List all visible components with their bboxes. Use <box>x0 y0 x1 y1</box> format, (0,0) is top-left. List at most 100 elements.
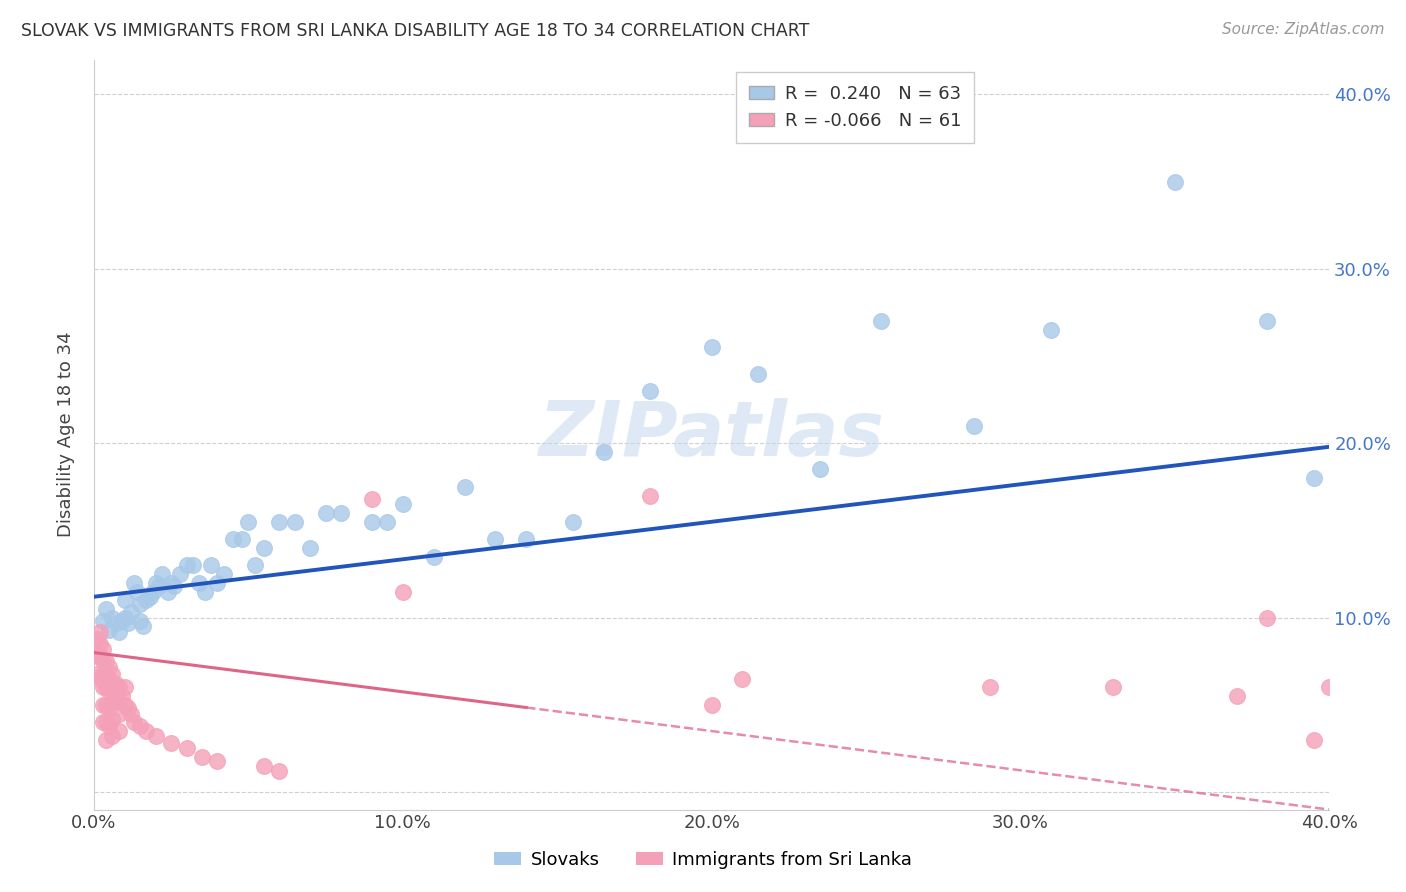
Point <box>808 462 831 476</box>
Point <box>700 340 723 354</box>
Point <box>91 666 114 681</box>
Point <box>150 567 173 582</box>
Point <box>1226 689 1249 703</box>
Text: ZIPatlas: ZIPatlas <box>538 398 884 472</box>
Point <box>135 593 157 607</box>
Point <box>122 575 145 590</box>
Point <box>107 624 129 639</box>
Point <box>253 541 276 555</box>
Y-axis label: Disability Age 18 to 34: Disability Age 18 to 34 <box>58 332 75 537</box>
Point <box>86 632 108 646</box>
Point <box>484 532 506 546</box>
Point <box>91 681 114 695</box>
Point <box>101 712 124 726</box>
Point <box>391 584 413 599</box>
Point <box>91 654 114 668</box>
Point <box>284 515 307 529</box>
Point <box>747 367 769 381</box>
Point <box>176 741 198 756</box>
Point <box>207 575 229 590</box>
Point <box>129 614 152 628</box>
Point <box>107 681 129 695</box>
Point <box>91 698 114 712</box>
Point <box>98 672 121 686</box>
Point <box>253 759 276 773</box>
Point <box>101 681 124 695</box>
Point <box>138 590 160 604</box>
Point <box>515 532 537 546</box>
Point <box>145 729 167 743</box>
Point <box>101 610 124 624</box>
Point <box>142 584 165 599</box>
Point <box>592 445 614 459</box>
Point <box>107 706 129 721</box>
Point <box>135 724 157 739</box>
Point <box>330 506 353 520</box>
Point <box>120 706 142 721</box>
Point <box>111 614 134 628</box>
Point <box>86 666 108 681</box>
Point <box>96 654 118 668</box>
Point <box>269 515 291 529</box>
Point <box>114 698 136 712</box>
Point <box>299 541 322 555</box>
Point <box>107 694 129 708</box>
Point <box>114 681 136 695</box>
Point <box>191 750 214 764</box>
Point <box>91 715 114 730</box>
Point <box>160 736 183 750</box>
Point <box>176 558 198 573</box>
Point <box>117 615 139 630</box>
Point <box>98 719 121 733</box>
Point <box>98 623 121 637</box>
Point <box>638 384 661 398</box>
Point <box>107 724 129 739</box>
Point <box>360 515 382 529</box>
Point <box>91 642 114 657</box>
Point <box>101 694 124 708</box>
Point <box>1164 175 1187 189</box>
Point <box>238 515 260 529</box>
Point <box>89 637 111 651</box>
Point <box>127 584 149 599</box>
Point <box>375 515 398 529</box>
Point <box>360 492 382 507</box>
Point <box>101 666 124 681</box>
Point <box>1102 681 1125 695</box>
Point <box>315 506 337 520</box>
Point <box>89 648 111 663</box>
Point <box>561 515 583 529</box>
Point <box>89 672 111 686</box>
Point <box>129 597 152 611</box>
Point <box>132 619 155 633</box>
Legend: R =  0.240   N = 63, R = -0.066   N = 61: R = 0.240 N = 63, R = -0.066 N = 61 <box>737 72 974 143</box>
Point <box>222 532 245 546</box>
Text: SLOVAK VS IMMIGRANTS FROM SRI LANKA DISABILITY AGE 18 TO 34 CORRELATION CHART: SLOVAK VS IMMIGRANTS FROM SRI LANKA DISA… <box>21 22 810 40</box>
Point <box>98 701 121 715</box>
Point <box>979 681 1001 695</box>
Point <box>122 715 145 730</box>
Point <box>101 729 124 743</box>
Point <box>391 497 413 511</box>
Point <box>86 648 108 663</box>
Point <box>1302 471 1324 485</box>
Point <box>98 659 121 673</box>
Point <box>98 684 121 698</box>
Point <box>104 615 127 630</box>
Point <box>104 689 127 703</box>
Point <box>1256 610 1278 624</box>
Point <box>1040 323 1063 337</box>
Text: Source: ZipAtlas.com: Source: ZipAtlas.com <box>1222 22 1385 37</box>
Point <box>91 614 114 628</box>
Point <box>169 567 191 582</box>
Point <box>114 593 136 607</box>
Point <box>212 567 235 582</box>
Point <box>422 549 444 564</box>
Point <box>96 602 118 616</box>
Point <box>731 672 754 686</box>
Point <box>200 558 222 573</box>
Point <box>157 584 180 599</box>
Point <box>243 558 266 573</box>
Point <box>638 489 661 503</box>
Point <box>207 754 229 768</box>
